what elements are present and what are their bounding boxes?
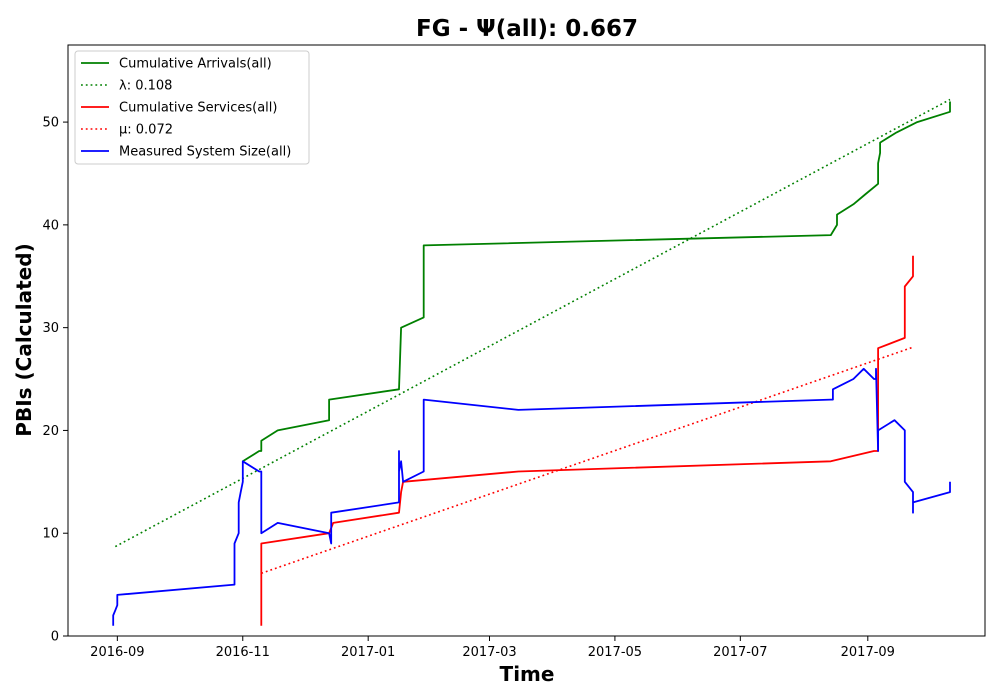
x-axis-label: Time bbox=[500, 662, 555, 686]
arrivals-line bbox=[242, 101, 951, 463]
y-tick-label: 20 bbox=[42, 424, 59, 439]
x-tick-label: 2017-09 bbox=[841, 645, 895, 660]
legend-label: μ: 0.072 bbox=[119, 123, 173, 138]
y-tick-label: 10 bbox=[42, 527, 59, 542]
legend-label: Measured System Size(all) bbox=[119, 145, 291, 160]
chart-title: FG - Ψ(all): 0.667 bbox=[416, 16, 638, 42]
y-tick-label: 30 bbox=[42, 321, 59, 336]
legend-label: Cumulative Services(all) bbox=[119, 101, 277, 116]
x-tick-label: 2017-03 bbox=[462, 645, 516, 660]
y-axis-label: PBIs (Calculated) bbox=[12, 243, 36, 436]
y-axis: 0 10 20 30 40 50 bbox=[42, 116, 68, 645]
y-tick-label: 40 bbox=[42, 218, 59, 233]
legend: Cumulative Arrivals(all) λ: 0.108 Cumulati… bbox=[74, 50, 310, 165]
y-tick-label: 0 bbox=[51, 630, 59, 645]
legend-label: Cumulative Arrivals(all) bbox=[119, 57, 272, 72]
legend-label: λ: 0.108 bbox=[119, 79, 172, 94]
x-tick-label: 2017-01 bbox=[341, 645, 395, 660]
x-axis: 2016-09 2016-11 2017-01 2017-03 2017-05 2017-… bbox=[90, 636, 895, 660]
x-tick-label: 2016-09 bbox=[90, 645, 144, 660]
series-layer bbox=[112, 98, 951, 626]
services-line bbox=[260, 255, 914, 626]
legend-box bbox=[74, 50, 310, 165]
y-tick-label: 50 bbox=[42, 116, 59, 131]
x-tick-label: 2016-11 bbox=[216, 645, 270, 660]
plot-frame bbox=[67, 44, 986, 637]
x-tick-label: 2017-05 bbox=[588, 645, 642, 660]
system-size-line bbox=[112, 367, 951, 626]
x-tick-label: 2017-07 bbox=[713, 645, 767, 660]
